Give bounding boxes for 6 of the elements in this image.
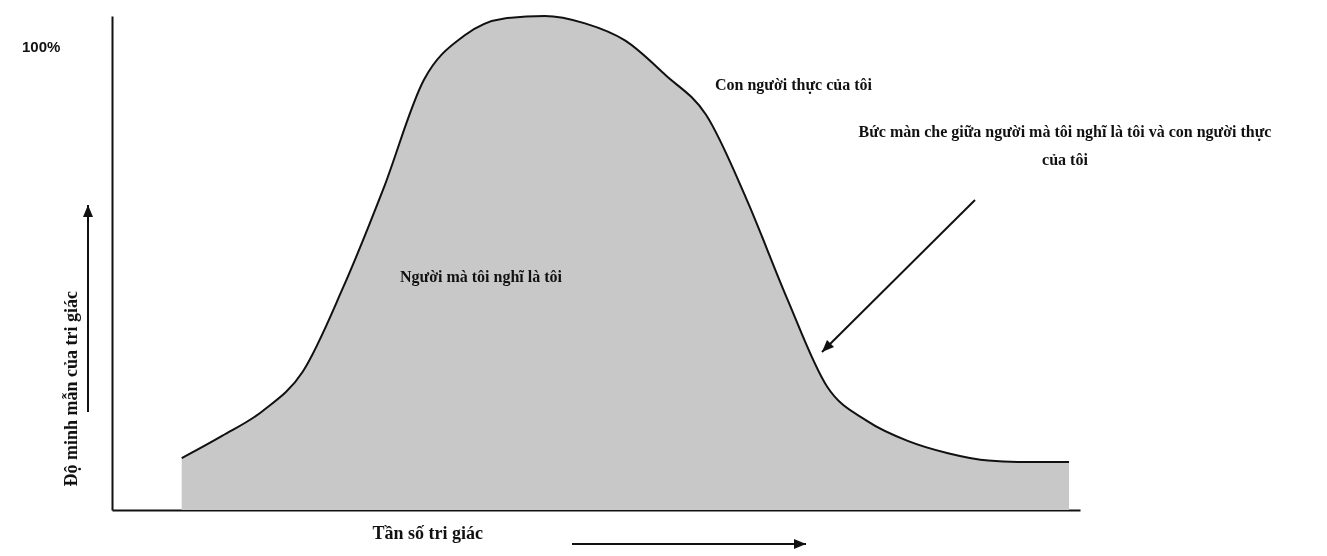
annotation: Con người thực của tôi: [715, 76, 872, 94]
x-axis-title: Tần số tri giác: [372, 522, 484, 543]
annotation: Bức màn che giữa người mà tôi nghĩ là tôi và con người thực của tôi: [857, 122, 1273, 170]
y-axis-title: Độ minh mẫn của tri giác: [60, 290, 81, 487]
annotation: Người mà tôi nghĩ là tôi: [400, 268, 563, 286]
text: 100%: [22, 38, 61, 55]
